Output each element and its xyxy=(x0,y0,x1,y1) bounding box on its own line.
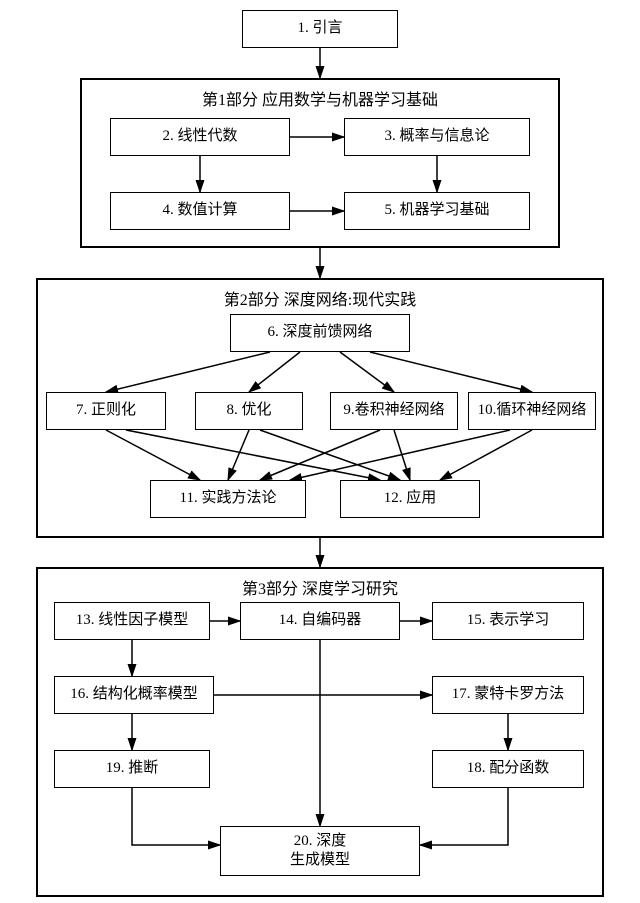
node-n15: 15. 表示学习 xyxy=(432,602,584,640)
section-title-s2: 第2部分 深度网络:现代实践 xyxy=(36,286,604,310)
node-n10: 10.循环神经网络 xyxy=(468,392,596,430)
node-n13: 13. 线性因子模型 xyxy=(54,602,210,640)
node-n14: 14. 自编码器 xyxy=(240,602,400,640)
node-n3: 3. 概率与信息论 xyxy=(344,118,530,156)
node-n11: 11. 实践方法论 xyxy=(150,480,306,518)
node-n20: 20. 深度 生成模型 xyxy=(220,826,420,876)
node-n16: 16. 结构化概率模型 xyxy=(54,676,214,714)
node-n19: 19. 推断 xyxy=(54,750,210,788)
node-n12: 12. 应用 xyxy=(340,480,480,518)
node-n7: 7. 正则化 xyxy=(46,392,166,430)
node-n5: 5. 机器学习基础 xyxy=(344,192,530,230)
node-n1: 1. 引言 xyxy=(242,10,398,48)
node-n4: 4. 数值计算 xyxy=(110,192,290,230)
node-n18: 18. 配分函数 xyxy=(432,750,584,788)
section-title-s3: 第3部分 深度学习研究 xyxy=(36,575,604,599)
node-n2: 2. 线性代数 xyxy=(110,118,290,156)
node-n6: 6. 深度前馈网络 xyxy=(230,314,410,352)
node-n9: 9.卷积神经网络 xyxy=(330,392,458,430)
node-n8: 8. 优化 xyxy=(195,392,303,430)
node-n17: 17. 蒙特卡罗方法 xyxy=(432,676,584,714)
section-title-s1: 第1部分 应用数学与机器学习基础 xyxy=(80,86,560,110)
